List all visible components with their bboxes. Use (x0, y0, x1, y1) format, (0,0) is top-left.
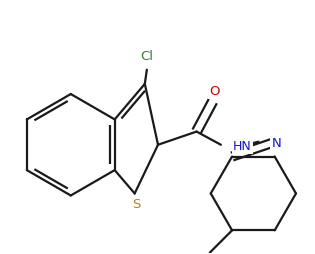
Text: O: O (209, 85, 220, 98)
Text: Cl: Cl (140, 50, 153, 63)
Text: N: N (272, 137, 281, 150)
Text: HN: HN (233, 140, 252, 153)
Text: S: S (133, 197, 141, 210)
